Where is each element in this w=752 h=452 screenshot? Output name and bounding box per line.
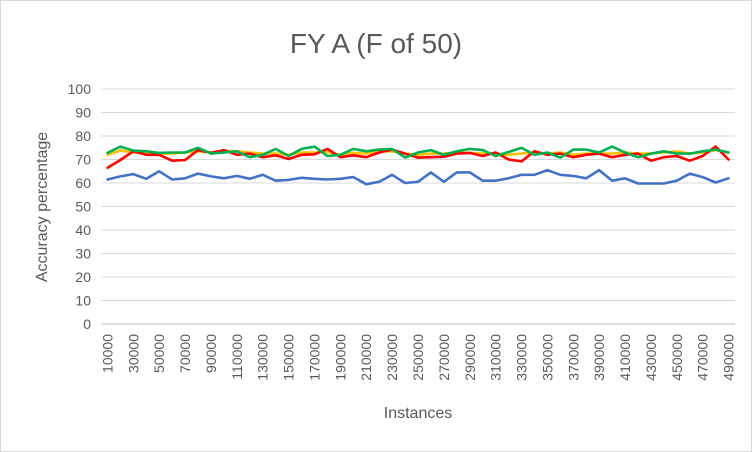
series-line-1 <box>106 168 730 186</box>
x-tick-label: 190000 <box>332 334 348 381</box>
y-tick-label: 70 <box>75 152 91 168</box>
y-tick-label: 10 <box>75 293 91 309</box>
y-axis-title: Accuracy percentage <box>34 132 51 282</box>
chart-title: FY A (F of 50) <box>290 28 462 59</box>
series-line-4 <box>106 145 730 159</box>
y-tick-label: 0 <box>83 316 91 332</box>
x-tick-label: 430000 <box>643 334 659 381</box>
x-axis-ticks: 10000 30000 50000 70000 90000 110000 130000 150… <box>99 334 736 381</box>
y-tick-label: 80 <box>75 128 91 144</box>
x-tick-label: 130000 <box>255 334 271 381</box>
x-tick-label: 450000 <box>669 334 685 381</box>
x-tick-label: 170000 <box>306 334 322 381</box>
x-tick-label: 410000 <box>617 334 633 381</box>
x-tick-label: 150000 <box>281 334 297 381</box>
x-tick-label: 230000 <box>384 334 400 381</box>
y-tick-label: 100 <box>68 81 92 97</box>
x-tick-label: 210000 <box>358 334 374 381</box>
x-tick-label: 70000 <box>177 334 193 373</box>
y-tick-label: 90 <box>75 105 91 121</box>
x-tick-label: 270000 <box>436 334 452 381</box>
x-tick-label: 290000 <box>462 334 478 381</box>
x-tick-label: 310000 <box>488 334 504 381</box>
y-tick-label: 30 <box>75 246 91 262</box>
y-axis-ticks: 0 10 20 30 40 50 60 70 80 90 100 <box>68 81 92 332</box>
x-tick-label: 350000 <box>539 334 555 381</box>
gridlines <box>101 88 735 325</box>
y-tick-label: 50 <box>75 199 91 215</box>
x-tick-label: 370000 <box>565 334 581 381</box>
x-tick-label: 470000 <box>695 334 711 381</box>
x-tick-label: 330000 <box>514 334 530 381</box>
series-lines <box>106 145 730 186</box>
x-tick-label: 10000 <box>99 334 115 373</box>
x-tick-label: 390000 <box>591 334 607 381</box>
y-tick-label: 20 <box>75 269 91 285</box>
x-axis-title: Instances <box>384 405 452 422</box>
x-tick-label: 110000 <box>229 334 245 380</box>
x-tick-label: 250000 <box>410 334 426 381</box>
y-tick-label: 60 <box>75 175 91 191</box>
x-tick-label: 90000 <box>203 334 219 373</box>
y-tick-label: 40 <box>75 222 91 238</box>
x-tick-label: 490000 <box>721 334 737 381</box>
x-tick-label: 50000 <box>151 334 167 373</box>
x-tick-label: 30000 <box>125 334 141 373</box>
